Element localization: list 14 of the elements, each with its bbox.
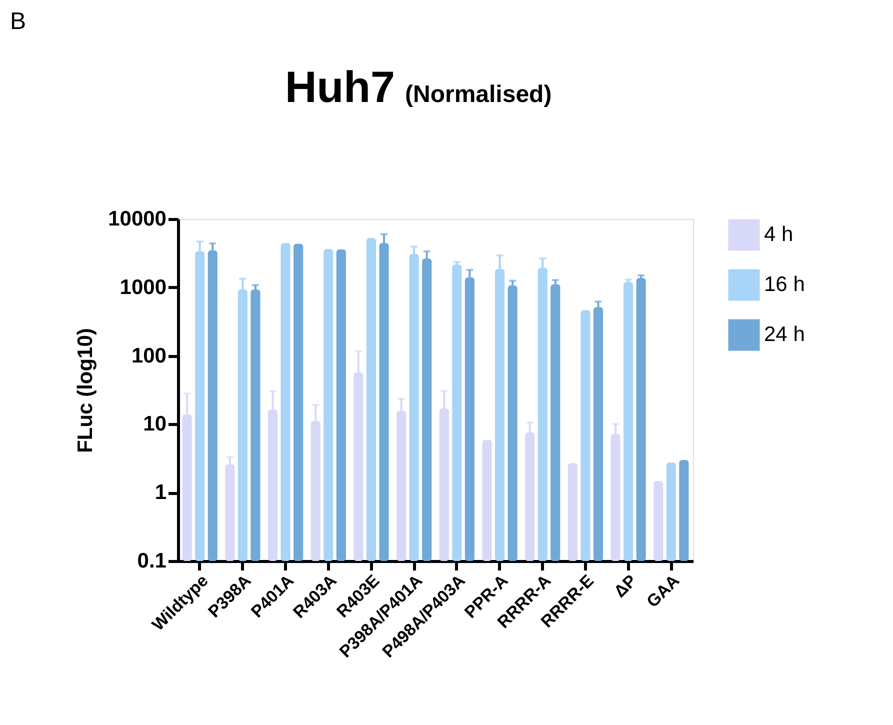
y-tick-label: 10000 [108,208,166,230]
y-tick-label: 1000 [120,276,166,299]
text: B [10,8,26,35]
x-tick-label: ΔP [610,571,640,602]
y-tick-label: 1 [154,481,167,504]
y-tick-label: 10 [143,412,166,436]
y-tick-label: 100 [131,344,166,368]
legend-label: 16 h [764,273,805,296]
chart-subtitle: (Normalised) [405,81,552,108]
chart-title: Huh7 [285,63,395,112]
legend-label: 4 h [764,223,794,246]
y-axis-title: FLuc (log10) [74,328,98,453]
legend-label: 24 h [764,323,805,346]
y-tick-label: 0.1 [137,550,167,572]
